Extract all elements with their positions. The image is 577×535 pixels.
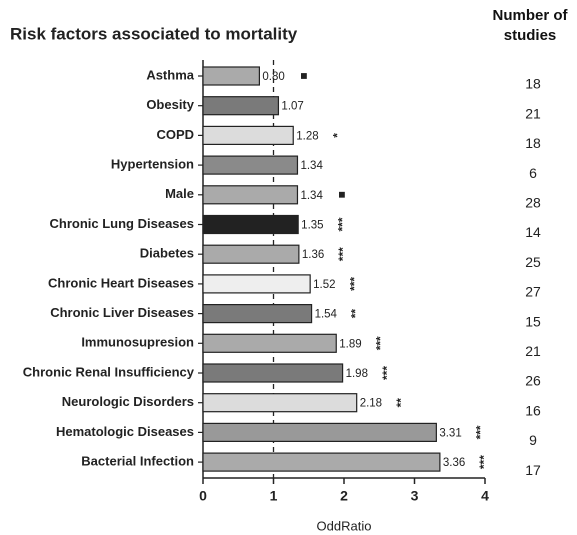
value-label: 1.35 [301, 220, 323, 232]
value-label: 1.07 [281, 101, 303, 113]
x-tick-label: 2 [340, 488, 348, 504]
y-tick-label: Obesity [146, 97, 194, 112]
value-label: 1.98 [346, 368, 368, 380]
value-label: 1.89 [339, 338, 361, 350]
studies-count: 21 [525, 105, 541, 121]
studies-count: 18 [525, 76, 541, 92]
significance-marker: *** [373, 336, 387, 350]
studies-count: 6 [529, 165, 537, 181]
y-tick-label: Hematologic Diseases [56, 424, 194, 439]
studies-count: 15 [525, 313, 541, 329]
significance-marker: *** [474, 425, 488, 439]
studies-count: 21 [525, 343, 541, 359]
y-tick-label: Hypertension [111, 157, 194, 172]
value-label: 2.18 [360, 398, 382, 410]
significance-marker: ** [349, 309, 363, 319]
value-label: 0.80 [262, 71, 284, 83]
bar [202, 274, 311, 294]
significance-marker: ■ [297, 72, 311, 79]
y-tick-label: Bacterial Infection [81, 454, 194, 469]
y-tick-label: Asthma [146, 67, 194, 82]
value-label: 1.34 [300, 160, 323, 172]
studies-count: 28 [525, 195, 541, 211]
value-label: 3.31 [439, 427, 461, 439]
significance-marker: * [330, 133, 344, 138]
chart-title: Risk factors associated to mortality [10, 24, 298, 43]
significance-marker: *** [380, 366, 394, 380]
bar [202, 214, 299, 235]
y-tick-label: Chronic Liver Diseases [50, 305, 194, 320]
significance-marker: *** [347, 277, 361, 291]
y-tick-label: Diabetes [140, 246, 194, 261]
value-label: 1.54 [315, 309, 338, 321]
y-tick-label: COPD [156, 127, 194, 142]
bar [202, 333, 337, 353]
value-label: 3.36 [443, 457, 465, 469]
studies-count: 16 [525, 402, 541, 418]
bar [202, 363, 344, 383]
significance-marker: *** [336, 247, 350, 261]
studies-count: 18 [525, 135, 541, 151]
value-label: 1.34 [300, 190, 323, 202]
studies-count: 9 [529, 432, 537, 448]
significance-marker: *** [335, 217, 349, 231]
value-label: 1.36 [302, 249, 324, 261]
studies-count: 26 [525, 373, 541, 389]
value-label: 1.28 [296, 130, 318, 142]
significance-marker: *** [477, 455, 491, 469]
y-tick-label: Immunosupresion [81, 335, 194, 350]
bar [202, 304, 313, 324]
bar [202, 155, 299, 175]
studies-count: 14 [525, 224, 541, 240]
bar [202, 96, 280, 116]
studies-count: 27 [525, 284, 541, 300]
bar [202, 393, 358, 413]
bar [202, 125, 294, 146]
bar [202, 422, 437, 442]
studies-header: Number of studies [492, 7, 568, 44]
x-axis-label: OddRatio [317, 518, 372, 533]
bar [202, 244, 300, 264]
bar [202, 66, 261, 86]
value-label: 1.52 [313, 279, 335, 291]
y-tick-label: Chronic Lung Diseases [50, 216, 194, 231]
x-tick-label: 1 [270, 488, 278, 504]
y-tick-label: Male [165, 186, 194, 201]
y-tick-label: Chronic Renal Insufficiency [23, 364, 195, 379]
x-tick-label: 4 [481, 488, 489, 504]
y-tick-label: Neurologic Disorders [62, 394, 194, 409]
significance-marker: ** [394, 398, 408, 408]
studies-count: 17 [525, 462, 541, 478]
studies-count: 25 [525, 254, 541, 270]
x-tick-label: 3 [411, 488, 419, 504]
x-tick-label: 0 [199, 488, 207, 504]
significance-marker: ■ [335, 191, 349, 198]
bar [202, 452, 441, 472]
y-tick-label: Chronic Heart Diseases [48, 275, 194, 290]
bar [202, 185, 299, 205]
